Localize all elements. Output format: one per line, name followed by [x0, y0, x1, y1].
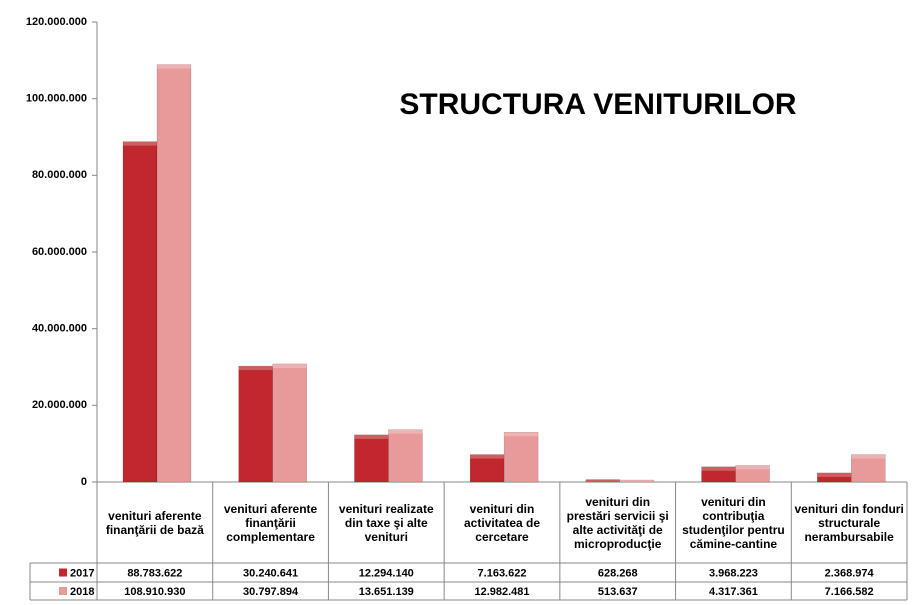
bar-top [701, 466, 736, 471]
table-value: 7.166.582 [825, 586, 874, 598]
table-value: 88.783.622 [127, 567, 182, 579]
bar-top [619, 480, 654, 482]
bar-top [157, 64, 191, 69]
x-tick-label: venituri aferente finanţării de bază [105, 508, 204, 537]
table-value: 7.163.622 [478, 567, 527, 579]
bar [238, 365, 273, 483]
x-tick-label: venituri din contribuţia studenţilor pen… [682, 494, 785, 551]
bar [122, 141, 158, 483]
legend-swatch [59, 568, 67, 577]
x-tick-label: venituri din prestări servicii şi alte a… [566, 494, 669, 551]
bar [469, 454, 505, 483]
bar [851, 454, 886, 483]
bar-top [470, 454, 505, 459]
bar-top [735, 465, 770, 470]
table-value: 30.797.894 [243, 586, 299, 598]
table-value: 3.968.223 [709, 567, 758, 579]
bar [354, 434, 389, 483]
bar [503, 431, 539, 483]
y-tick-label: 60.000.000 [32, 246, 87, 258]
y-tick-label: 80.000.000 [32, 169, 87, 181]
bar-top [817, 472, 852, 477]
bar [272, 363, 307, 483]
table-value: 13.651.139 [359, 586, 414, 598]
x-tick-label: venituri realizate din taxe şi alte veni… [338, 501, 434, 544]
x-tick-label: venituri aferente finanţării complementa… [223, 501, 318, 544]
bar-top [238, 366, 273, 371]
bar [156, 64, 192, 483]
table-value: 108.910.930 [124, 586, 185, 598]
bar [619, 479, 655, 483]
bar-top [585, 479, 620, 482]
y-tick-label: 100.000.000 [26, 93, 87, 105]
table-value: 2.368.974 [825, 567, 875, 579]
table-value: 628.268 [598, 567, 638, 579]
bar-top [354, 434, 389, 439]
bar-top [851, 454, 886, 459]
bar-top [123, 141, 157, 146]
table-value: 513.637 [598, 586, 638, 598]
legend-swatch [59, 587, 67, 595]
bar [388, 429, 423, 483]
table-value: 12.294.140 [359, 567, 414, 579]
table-value: 4.317.361 [709, 586, 758, 598]
legend-label: 2017 [70, 567, 94, 579]
chart-title: STRUCTURA VENITURILOR [399, 88, 797, 121]
legend-label: 2018 [70, 586, 94, 598]
bar-top [504, 432, 539, 437]
y-tick-label: 20.000.000 [32, 399, 87, 411]
table-value: 12.982.481 [474, 586, 529, 598]
y-tick-label: 40.000.000 [32, 323, 87, 335]
bar [735, 465, 770, 483]
bar-top [388, 429, 423, 434]
table-value: 30.240.641 [243, 567, 298, 579]
x-tick-label: venituri din fonduri structurale nerambu… [794, 501, 904, 544]
y-tick-label: 0 [81, 476, 87, 488]
x-tick-label: venituri din activitatea de cercetare [463, 501, 541, 544]
y-tick-label: 120.000.000 [26, 16, 87, 28]
bar-top [272, 363, 307, 368]
